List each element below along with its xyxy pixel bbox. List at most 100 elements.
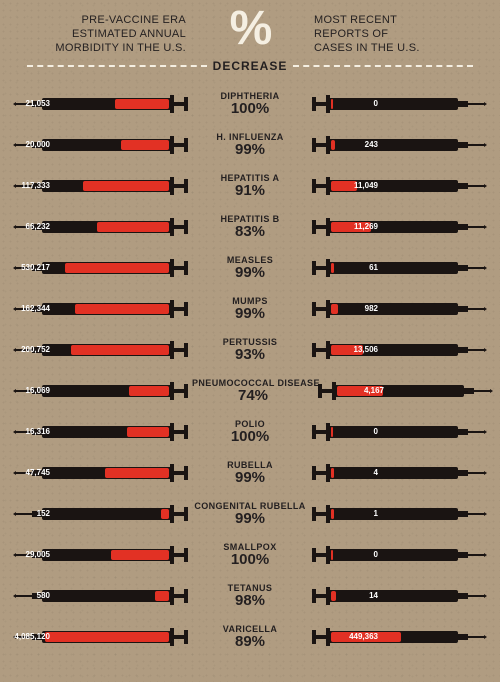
disease-row: 20,000 H. INFLUENZA99% 243: [16, 124, 484, 165]
syringe-value: 0: [374, 93, 378, 115]
syringe-value: 16,069: [26, 380, 50, 402]
syringe-value: 243: [365, 134, 378, 156]
disease-row: 200,752 PERTUSSIS93% 13,506: [16, 329, 484, 370]
disease-label-block: MUMPS99%: [192, 296, 308, 322]
disease-percent: 99%: [192, 264, 308, 281]
disease-label-block: CONGENITAL RUBELLA99%: [192, 501, 308, 527]
pre-vaccine-syringe: 4,085,120: [16, 626, 186, 648]
header-center: %: [230, 10, 271, 48]
disease-row: 47,745 RUBELLA99% 4: [16, 452, 484, 493]
pre-vaccine-syringe: 29,005: [16, 544, 186, 566]
disease-percent: 99%: [192, 510, 308, 527]
header-left: PRE-VACCINE ERAESTIMATED ANNUALMORBIDITY…: [16, 14, 186, 55]
syringe-value: 4,167: [364, 380, 384, 402]
post-vaccine-syringe: 4: [314, 462, 484, 484]
syringe-value: 20,000: [26, 134, 50, 156]
disease-row: 16,316POLIO100%0: [16, 411, 484, 452]
disease-percent: 91%: [192, 182, 308, 199]
disease-label-block: HEPATITIS B83%: [192, 214, 308, 240]
disease-label-block: DIPHTHERIA100%: [192, 91, 308, 117]
disease-label-block: MEASLES99%: [192, 255, 308, 281]
disease-percent: 89%: [192, 633, 308, 650]
header: PRE-VACCINE ERAESTIMATED ANNUALMORBIDITY…: [16, 14, 484, 55]
pre-vaccine-syringe: 162,344: [16, 298, 186, 320]
disease-percent: 93%: [192, 346, 308, 363]
disease-label-block: H. INFLUENZA99%: [192, 132, 308, 158]
pre-vaccine-syringe: 16,069: [16, 380, 186, 402]
syringe-value: 11,049: [354, 175, 378, 197]
pre-vaccine-syringe: 66,232: [16, 216, 186, 238]
post-vaccine-syringe: 982: [314, 298, 484, 320]
syringe-value: 13,506: [354, 339, 378, 361]
disease-percent: 100%: [192, 100, 308, 117]
syringe-value: 449,363: [349, 626, 378, 648]
disease-label-block: RUBELLA99%: [192, 460, 308, 486]
pre-vaccine-syringe: 20,000: [16, 134, 186, 156]
percent-symbol: %: [230, 10, 271, 48]
disease-label-block: PNEUMOCOCCAL DISEASE74%: [192, 378, 314, 404]
syringe-value: 162,344: [21, 298, 50, 320]
post-vaccine-syringe: 243: [314, 134, 484, 156]
post-vaccine-syringe: 61: [314, 257, 484, 279]
disease-label-block: HEPATITIS A91%: [192, 173, 308, 199]
disease-percent: 100%: [192, 551, 308, 568]
disease-row: 162,344 MUMPS99% 982: [16, 288, 484, 329]
pre-vaccine-syringe: 200,752: [16, 339, 186, 361]
disease-label-block: TETANUS98%: [192, 583, 308, 609]
disease-label-block: VARICELLA89%: [192, 624, 308, 650]
disease-row: 29,005 SMALLPOX100% 0: [16, 534, 484, 575]
post-vaccine-syringe: 11,049: [314, 175, 484, 197]
post-vaccine-syringe: 0: [314, 93, 484, 115]
pre-vaccine-syringe: 16,316: [16, 421, 186, 443]
disease-percent: 83%: [192, 223, 308, 240]
syringe-value: 66,232: [26, 216, 50, 238]
syringe-value: 0: [374, 544, 378, 566]
post-vaccine-syringe: 1: [314, 503, 484, 525]
syringe-value: 21,053: [26, 93, 50, 115]
syringe-value: 14: [369, 585, 378, 607]
disease-row: 117,333 HEPATITIS A91% 11,049: [16, 165, 484, 206]
disease-row: 530,217MEASLES99%61: [16, 247, 484, 288]
disease-row: 16,069 PNEUMOCOCCAL DISEASE74% 4,167: [16, 370, 484, 411]
dash-right: [293, 65, 473, 67]
pre-vaccine-syringe: 152: [16, 503, 186, 525]
disease-row: 66,232 HEPATITIS B83% 11,269: [16, 206, 484, 247]
syringe-value: 982: [365, 298, 378, 320]
syringe-value: 47,745: [26, 462, 50, 484]
disease-label-block: SMALLPOX100%: [192, 542, 308, 568]
disease-percent: 99%: [192, 141, 308, 158]
disease-rows: 21,053 DIPHTHERIA100% 0 20,000 H. INFLUENZA9…: [16, 83, 484, 657]
decrease-row: DECREASE: [16, 59, 484, 73]
disease-percent: 74%: [192, 387, 314, 404]
syringe-value: 200,752: [21, 339, 50, 361]
dash-left: [27, 65, 207, 67]
post-vaccine-syringe: 0: [314, 421, 484, 443]
syringe-value: 4: [374, 462, 378, 484]
disease-percent: 99%: [192, 305, 308, 322]
syringe-value: 152: [37, 503, 50, 525]
decrease-label: DECREASE: [213, 59, 288, 73]
disease-row: 4,085,120 VARICELLA89% 449,363: [16, 616, 484, 657]
disease-label-block: PERTUSSIS93%: [192, 337, 308, 363]
disease-row: 21,053 DIPHTHERIA100% 0: [16, 83, 484, 124]
post-vaccine-syringe: 449,363: [314, 626, 484, 648]
disease-percent: 98%: [192, 592, 308, 609]
pre-vaccine-syringe: 580: [16, 585, 186, 607]
syringe-value: 1: [374, 503, 378, 525]
syringe-value: 117,333: [22, 175, 50, 197]
post-vaccine-syringe: 0: [314, 544, 484, 566]
disease-row: 580 TETANUS98% 14: [16, 575, 484, 616]
disease-percent: 99%: [192, 469, 308, 486]
post-vaccine-syringe: 14: [314, 585, 484, 607]
disease-percent: 100%: [192, 428, 308, 445]
post-vaccine-syringe: 11,269: [314, 216, 484, 238]
syringe-value: 11,269: [354, 216, 378, 238]
disease-row: 152 CONGENITAL RUBELLA99% 1: [16, 493, 484, 534]
header-right: MOST RECENTREPORTS OFCASES IN THE U.S.: [314, 14, 484, 55]
pre-vaccine-syringe: 117,333: [16, 175, 186, 197]
syringe-value: 4,085,120: [14, 626, 50, 648]
post-vaccine-syringe: 13,506: [314, 339, 484, 361]
syringe-value: 16,316: [26, 421, 50, 443]
post-vaccine-syringe: 4,167: [320, 380, 490, 402]
syringe-value: 580: [37, 585, 50, 607]
